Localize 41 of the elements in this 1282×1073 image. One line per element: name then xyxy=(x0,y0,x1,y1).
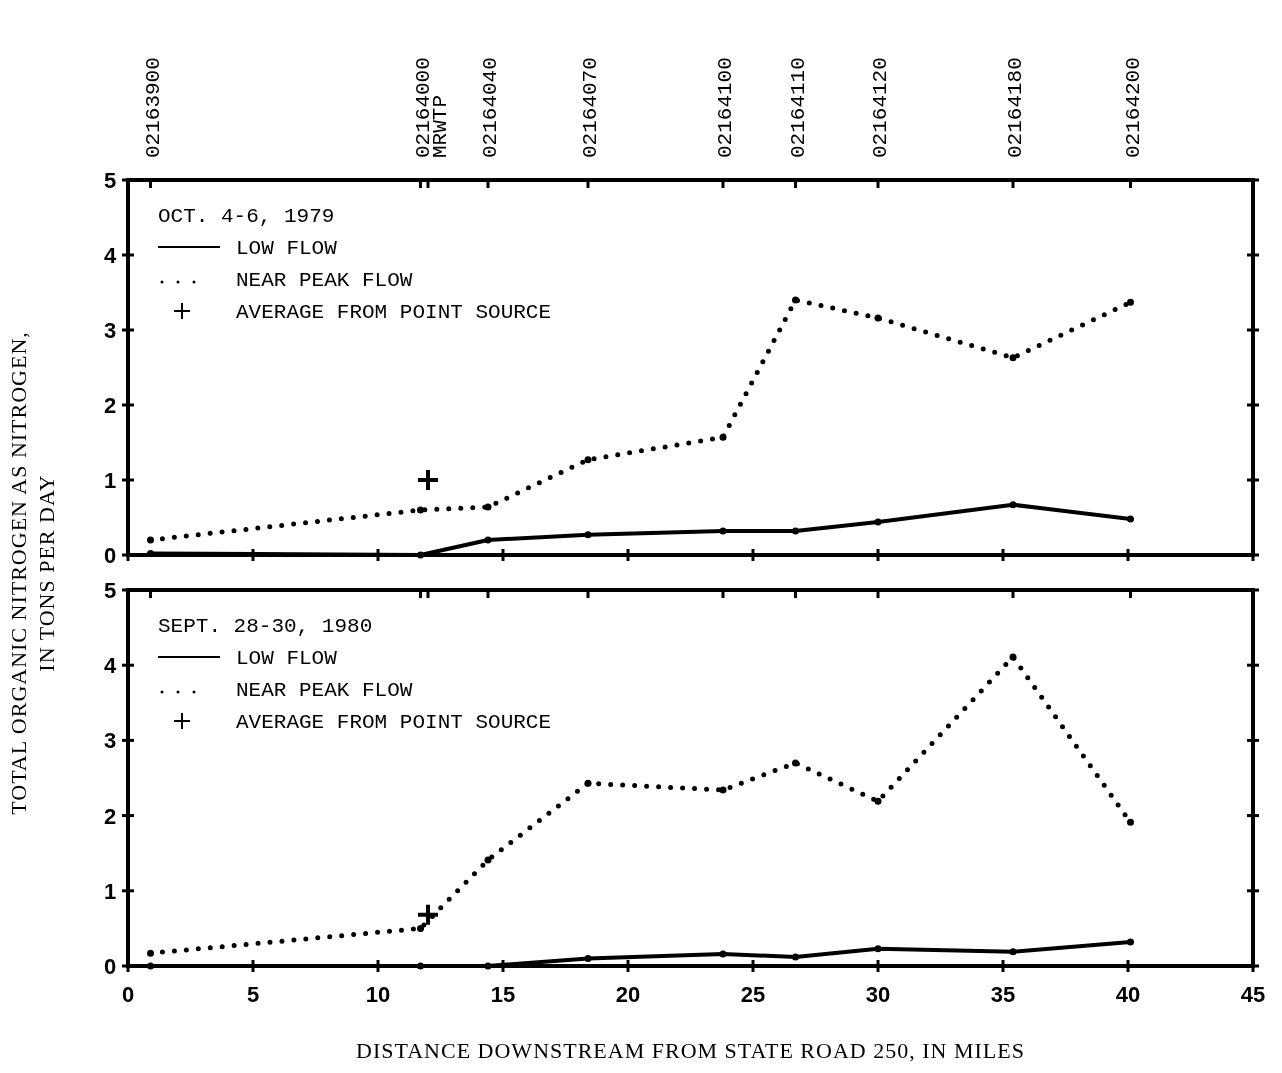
y-tick-label: 2 xyxy=(103,393,117,418)
legend-label: LOW FLOW xyxy=(236,647,338,670)
x-tick-label: 15 xyxy=(490,982,516,1007)
y-tick-label: 3 xyxy=(103,728,117,754)
y-tick-label: 4 xyxy=(103,653,117,679)
text: 02164040 xyxy=(479,57,502,158)
text: 02164120 xyxy=(869,57,892,158)
x-tick-label: 20 xyxy=(615,982,641,1007)
y-tick-label: 4 xyxy=(103,243,117,268)
y-tick-label: 0 xyxy=(103,543,117,568)
text: 02163900 xyxy=(141,57,165,158)
y-tick-label: 3 xyxy=(103,318,117,343)
x-tick-label: 25 xyxy=(740,982,766,1007)
legend-title: SEPT. 28-30, 1980 xyxy=(158,615,373,638)
text: 02164110 xyxy=(786,57,810,158)
legend-title: OCT. 4-6, 1979 xyxy=(158,205,335,228)
y-tick-label: 5 xyxy=(103,168,117,193)
y-tick-label: 1 xyxy=(103,468,117,493)
x-tick-label: 40 xyxy=(1115,982,1141,1007)
legend-label: NEAR PEAK FLOW xyxy=(236,679,413,702)
text: 02164070 xyxy=(579,57,602,158)
legend-label: LOW FLOW xyxy=(236,237,338,260)
text: 02164200 xyxy=(1121,57,1145,158)
legend-label: NEAR PEAK FLOW xyxy=(236,269,413,292)
x-tick-label: 0 xyxy=(121,982,135,1007)
text: MRWTP xyxy=(428,94,452,158)
legend-label: AVERAGE FROM POINT SOURCE xyxy=(236,301,552,324)
y-tick-label: 5 xyxy=(103,578,117,603)
y-tick-label: 2 xyxy=(103,803,117,829)
x-tick-label: 35 xyxy=(990,982,1016,1007)
x-tick-label: 30 xyxy=(865,982,891,1007)
x-tick-label: 5 xyxy=(246,982,260,1007)
x-tick-label: 45 xyxy=(1240,982,1266,1007)
x-axis-title: DISTANCE DOWNSTREAM FROM STATE ROAD 250, IN MILES xyxy=(356,1038,1025,1063)
y-axis-title: TOTAL ORGANIC NITROGEN AS NITROGEN, IN TONS PER DAY xyxy=(6,331,59,815)
x-tick-label: 10 xyxy=(365,982,391,1007)
legend-label: AVERAGE FROM POINT SOURCE xyxy=(236,711,552,734)
y-tick-label: 1 xyxy=(103,878,117,904)
y-tick-label: 0 xyxy=(103,954,117,979)
text: 02164180 xyxy=(1004,57,1027,158)
text: 02164100 xyxy=(714,57,737,158)
